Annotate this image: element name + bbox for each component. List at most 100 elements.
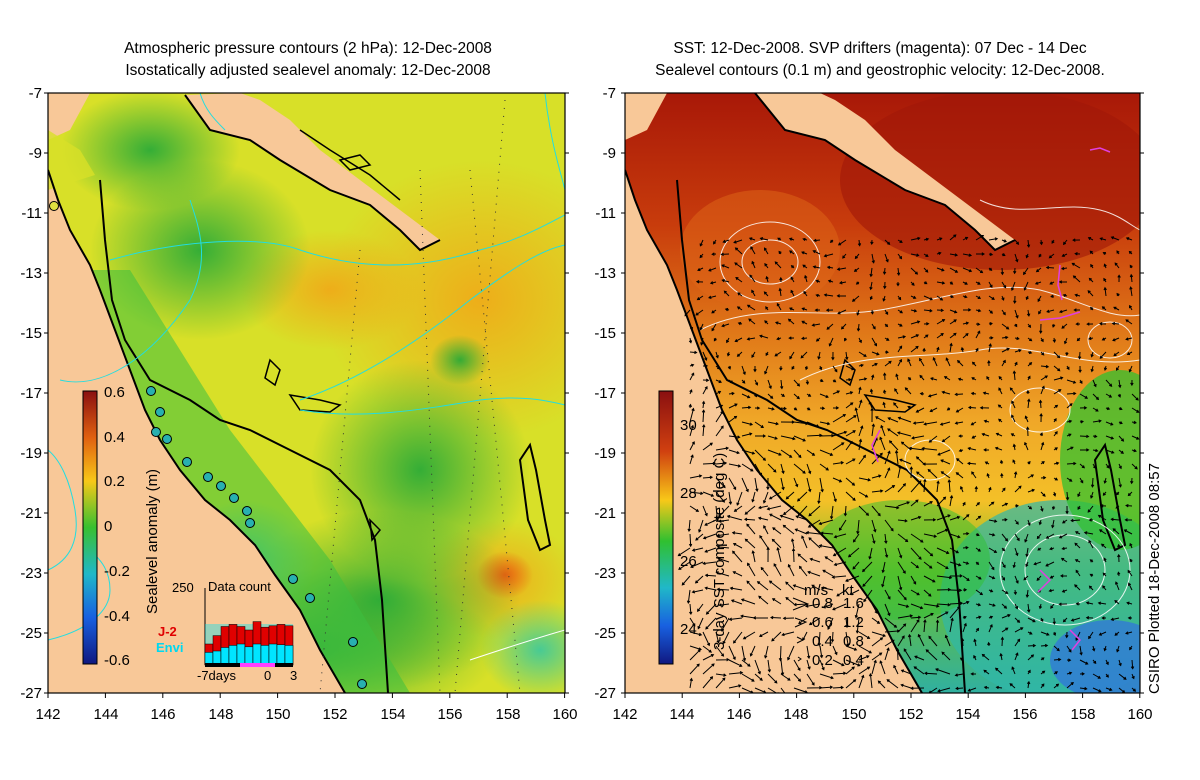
velocity-arrow bbox=[1026, 389, 1030, 395]
velocity-arrow bbox=[975, 502, 980, 507]
velocity-arrow bbox=[722, 239, 730, 244]
velocity-arrow bbox=[897, 519, 908, 523]
velocity-arrow bbox=[806, 645, 811, 660]
velocity-arrow bbox=[897, 323, 903, 327]
velocity-legend-ms: 0.8 bbox=[812, 595, 833, 612]
velocity-arrow bbox=[1027, 488, 1036, 493]
velocity-arrow bbox=[687, 519, 691, 533]
velocity-arrow bbox=[1118, 379, 1122, 389]
velocity-arrow bbox=[967, 446, 977, 451]
velocity-arrow bbox=[1103, 277, 1107, 283]
velocity-arrow bbox=[768, 491, 782, 500]
velocity-arrow bbox=[858, 438, 863, 451]
velocity-arrow bbox=[949, 561, 962, 567]
velocity-arrow bbox=[806, 393, 812, 397]
velocity-arrow bbox=[832, 414, 847, 423]
velocity-arrow bbox=[988, 519, 998, 523]
velocity-arrow bbox=[897, 575, 903, 591]
velocity-arrow bbox=[897, 345, 903, 353]
velocity-arrow bbox=[853, 267, 860, 272]
velocity-arrow bbox=[1131, 393, 1139, 401]
velocity-arrow bbox=[910, 334, 920, 339]
velocity-arrow bbox=[704, 519, 717, 526]
velocity-legend-kt: 0.8 bbox=[843, 633, 864, 650]
velocity-arrow bbox=[716, 545, 730, 549]
velocity-arrow bbox=[1117, 393, 1121, 398]
right-y-tick: -25 bbox=[594, 625, 616, 642]
velocity-arrow bbox=[1118, 435, 1125, 442]
velocity-arrow bbox=[1066, 681, 1074, 689]
velocity-arrow bbox=[845, 440, 853, 451]
velocity-legend-arrows bbox=[792, 597, 810, 662]
velocity-arrow bbox=[820, 531, 834, 535]
velocity-arrow bbox=[780, 393, 785, 397]
velocity-arrow bbox=[1079, 686, 1088, 691]
velocity-arrow bbox=[962, 575, 970, 581]
velocity-arrow bbox=[907, 633, 912, 647]
velocity-arrow bbox=[818, 544, 834, 549]
velocity-arrow bbox=[715, 365, 721, 370]
sla-colorbar-tick: 0.4 bbox=[104, 429, 125, 446]
right-y-tick: -9 bbox=[602, 145, 616, 162]
velocity-arrow bbox=[715, 390, 722, 395]
velocity-arrow bbox=[1040, 657, 1045, 661]
velocity-arrow bbox=[984, 461, 990, 465]
velocity-arrow bbox=[1103, 263, 1107, 269]
velocity-arrow bbox=[949, 574, 963, 578]
velocity-arrow bbox=[695, 533, 704, 541]
velocity-arrow bbox=[741, 393, 751, 399]
velocity-arrow bbox=[777, 237, 782, 241]
velocity-arrow bbox=[1051, 519, 1055, 529]
velocity-arrow bbox=[754, 463, 762, 477]
velocity-arrow bbox=[1010, 281, 1016, 291]
velocity-arrow bbox=[1040, 491, 1046, 497]
velocity-arrow bbox=[1025, 561, 1029, 568]
velocity-arrow bbox=[728, 403, 738, 409]
velocity-arrow bbox=[936, 267, 945, 272]
velocity-arrow bbox=[928, 687, 938, 693]
velocity-arrow bbox=[923, 281, 928, 285]
velocity-arrow bbox=[819, 463, 829, 471]
velocity-arrow bbox=[923, 253, 929, 257]
inset-series-j2: J-2 bbox=[158, 624, 177, 639]
velocity-arrow bbox=[785, 581, 795, 591]
velocity-arrow bbox=[1090, 351, 1094, 358]
velocity-arrow bbox=[1130, 477, 1134, 485]
velocity-arrow bbox=[1033, 561, 1042, 566]
velocity-arrow bbox=[923, 267, 929, 273]
velocity-arrow bbox=[788, 237, 795, 241]
velocity-arrow bbox=[1025, 547, 1029, 558]
velocity-arrow bbox=[702, 424, 706, 437]
velocity-legend-kt: 1.2 bbox=[843, 614, 864, 631]
velocity-arrow bbox=[1010, 433, 1016, 437]
velocity-arrow bbox=[909, 466, 914, 479]
velocity-arrow bbox=[787, 318, 795, 325]
right-y-tick: -23 bbox=[594, 565, 616, 582]
left-y-tick: -11 bbox=[21, 205, 42, 222]
velocity-arrow bbox=[753, 366, 757, 373]
velocity-arrow bbox=[1129, 264, 1133, 269]
velocity-arrow bbox=[910, 533, 924, 543]
velocity-arrow bbox=[919, 357, 925, 367]
velocity-arrow bbox=[988, 603, 996, 607]
velocity-arrow bbox=[975, 603, 982, 607]
velocity-arrow bbox=[852, 561, 860, 570]
velocity-arrow bbox=[871, 659, 877, 675]
velocity-arrow bbox=[998, 418, 1003, 423]
velocity-arrow bbox=[1040, 505, 1044, 512]
velocity-arrow bbox=[1061, 323, 1068, 329]
velocity-arrow bbox=[1087, 505, 1094, 513]
velocity-arrow bbox=[1129, 542, 1133, 549]
velocity-arrow bbox=[854, 407, 860, 423]
velocity-arrow bbox=[828, 337, 834, 347]
velocity-arrow bbox=[793, 449, 802, 459]
velocity-arrow bbox=[1118, 673, 1127, 680]
velocity-arrow bbox=[818, 365, 823, 371]
velocity-arrow bbox=[815, 279, 821, 283]
velocity-arrow bbox=[954, 673, 964, 677]
velocity-arrow bbox=[689, 454, 694, 465]
velocity-arrow bbox=[715, 571, 730, 577]
velocity-arrow bbox=[1000, 267, 1005, 276]
velocity-arrow bbox=[947, 479, 951, 493]
velocity-arrow bbox=[1079, 477, 1084, 484]
